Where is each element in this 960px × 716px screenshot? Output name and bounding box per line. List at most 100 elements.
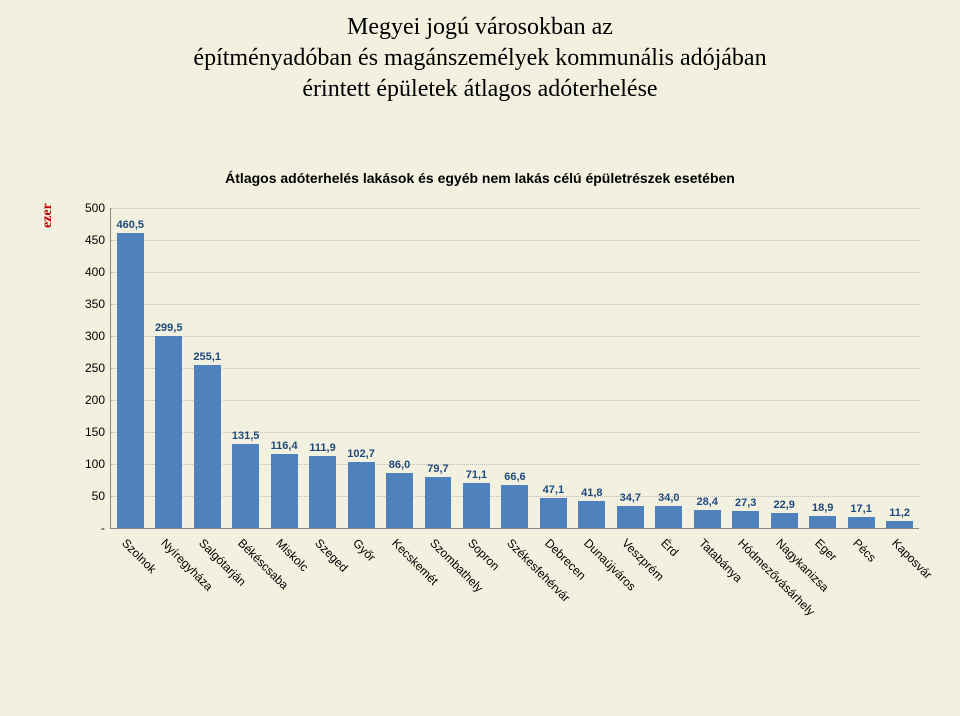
- bar-value-label: 460,5: [116, 219, 144, 231]
- bar: [463, 483, 490, 529]
- y-tick-label: 100: [85, 457, 111, 471]
- bar: [232, 444, 259, 528]
- bar: [425, 477, 452, 528]
- y-axis-label: ezer: [40, 203, 56, 228]
- chart-title: Átlagos adóterhelés lakások és egyéb nem…: [30, 170, 930, 186]
- x-label-slot: Salgótarján: [187, 530, 225, 670]
- bar-slot: 18,9: [803, 502, 841, 528]
- title-line-2: építményadóban és magánszemélyek kommuná…: [0, 43, 960, 74]
- bar: [809, 516, 836, 528]
- bar-value-label: 102,7: [347, 448, 375, 460]
- bar-slot: 11,2: [880, 507, 918, 528]
- bar: [578, 501, 605, 528]
- bar-slot: 255,1: [188, 351, 226, 528]
- page: Megyei jogú városokban az építményadóban…: [0, 0, 960, 716]
- bar: [271, 454, 298, 528]
- bar-value-label: 111,9: [309, 442, 335, 454]
- x-tick-label: Érd: [658, 536, 681, 559]
- y-tick-label: 350: [85, 297, 111, 311]
- x-label-slot: Dunaújváros: [572, 530, 610, 670]
- bar: [309, 456, 336, 528]
- bar-value-label: 27,3: [735, 497, 756, 509]
- bar-value-label: 116,4: [271, 440, 298, 452]
- x-label-slot: Debrecen: [533, 530, 571, 670]
- bar-value-label: 299,5: [155, 322, 183, 334]
- x-tick-label: Eger: [812, 536, 840, 564]
- bar: [848, 517, 875, 528]
- x-label-slot: Nagykanizsa: [764, 530, 802, 670]
- bar-value-label: 11,2: [889, 507, 910, 519]
- x-label-slot: Szeged: [302, 530, 340, 670]
- bar-slot: 116,4: [265, 440, 303, 528]
- bar-slot: 66,6: [496, 471, 534, 528]
- y-tick-label: 400: [85, 265, 111, 279]
- bar: [732, 511, 759, 528]
- bar-value-label: 41,8: [581, 487, 602, 499]
- bar-value-label: 17,1: [850, 503, 871, 515]
- bar-value-label: 71,1: [466, 469, 487, 481]
- page-title: Megyei jogú városokban az építményadóban…: [0, 0, 960, 106]
- bar-slot: 71,1: [457, 469, 495, 529]
- x-label-slot: Sopron: [456, 530, 494, 670]
- bar: [771, 513, 798, 528]
- x-label-slot: Veszprém: [610, 530, 648, 670]
- bar-slot: 28,4: [688, 496, 726, 528]
- y-tick-label: 300: [85, 329, 111, 343]
- bar: [348, 462, 375, 528]
- bar-value-label: 28,4: [697, 496, 718, 508]
- bar-value-label: 34,0: [658, 492, 679, 504]
- bar: [540, 498, 567, 528]
- bar-value-label: 79,7: [427, 463, 448, 475]
- bar-value-label: 22,9: [773, 499, 794, 511]
- bar-slot: 102,7: [342, 448, 380, 528]
- bar-value-label: 34,7: [620, 492, 641, 504]
- x-label-slot: Érd: [649, 530, 687, 670]
- bar: [694, 510, 721, 528]
- chart: Átlagos adóterhelés lakások és egyéb nem…: [30, 170, 930, 690]
- bar-slot: 27,3: [727, 497, 765, 528]
- x-label-slot: Győr: [341, 530, 379, 670]
- x-tick-label: Kaposvár: [889, 536, 935, 582]
- y-tick-label: 200: [85, 393, 111, 407]
- x-tick-label: Győr: [350, 536, 378, 564]
- bar-value-label: 255,1: [193, 351, 221, 363]
- x-label-slot: Hódmezővásárhely: [726, 530, 764, 670]
- bar-slot: 131,5: [226, 430, 264, 528]
- bar-slot: 86,0: [380, 459, 418, 528]
- x-label-slot: Kecskemét: [379, 530, 417, 670]
- x-label-slot: Szolnok: [110, 530, 148, 670]
- bar-slot: 22,9: [765, 499, 803, 528]
- bar-value-label: 18,9: [812, 502, 833, 514]
- y-tick-label: 150: [85, 425, 111, 439]
- y-tick-label: 500: [85, 201, 111, 215]
- title-line-3: érintett épületek átlagos adóterhelése: [0, 74, 960, 105]
- bar: [655, 506, 682, 528]
- bars: 460,5 299,5 255,1 131,5 116,4 111,9 102,7 86,0 7…: [111, 208, 919, 528]
- bar: [886, 521, 913, 528]
- x-label-slot: Szombathely: [418, 530, 456, 670]
- bar-slot: 79,7: [419, 463, 457, 528]
- x-label-slot: Békéscsaba: [225, 530, 263, 670]
- bar-slot: 460,5: [111, 219, 149, 528]
- x-label-slot: Miskolc: [264, 530, 302, 670]
- bar: [501, 485, 528, 528]
- x-label-slot: Pécs: [841, 530, 879, 670]
- bar-slot: 111,9: [303, 442, 341, 528]
- y-tick-label: 250: [85, 361, 111, 375]
- bar-slot: 34,7: [611, 492, 649, 528]
- bar-value-label: 86,0: [389, 459, 410, 471]
- bar-value-label: 131,5: [232, 430, 260, 442]
- plot-area: -50100150200250300350400450500 460,5299,…: [110, 208, 919, 529]
- bar: [386, 473, 413, 528]
- bar-value-label: 47,1: [543, 484, 564, 496]
- bar: [194, 365, 221, 528]
- y-tick-label: 50: [92, 489, 111, 503]
- bar-slot: 299,5: [149, 322, 187, 528]
- bar: [155, 336, 182, 528]
- bar-slot: 41,8: [573, 487, 611, 528]
- x-label-slot: Tatabánya: [687, 530, 725, 670]
- y-tick-label: 450: [85, 233, 111, 247]
- bar-slot: 17,1: [842, 503, 880, 528]
- bar-slot: 47,1: [534, 484, 572, 528]
- title-line-1: Megyei jogú városokban az: [0, 12, 960, 43]
